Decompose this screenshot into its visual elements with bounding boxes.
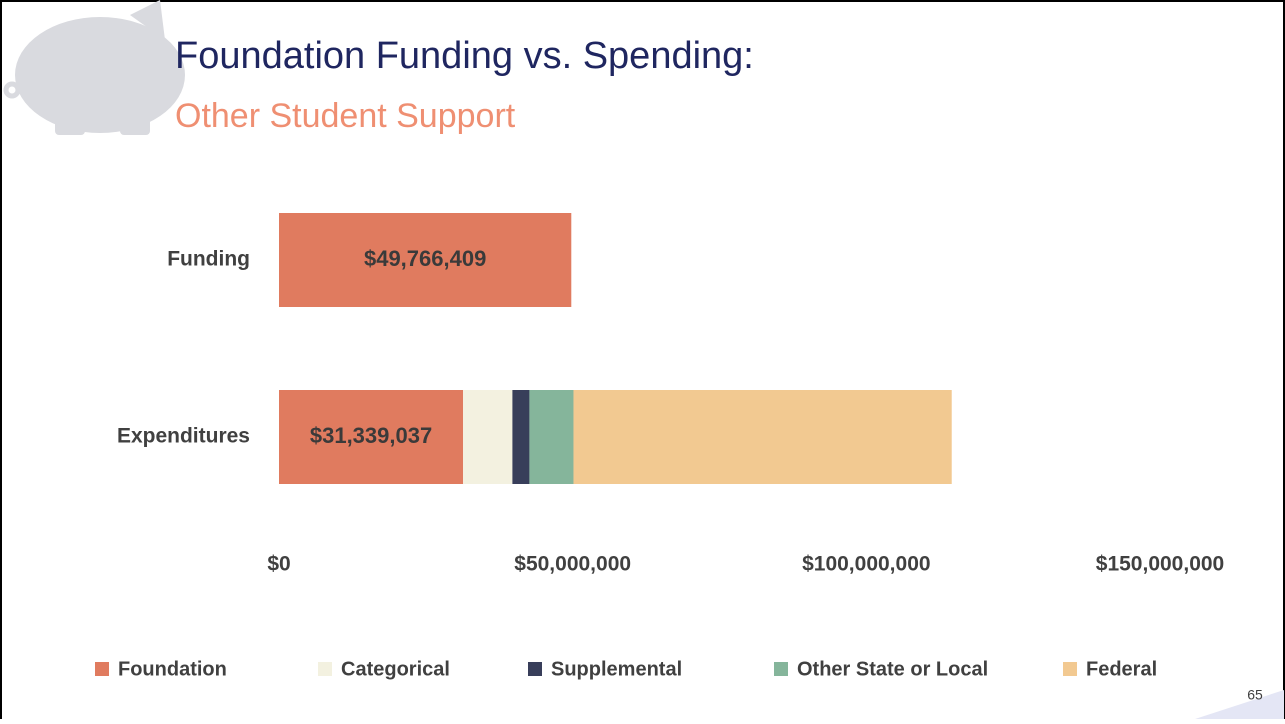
legend-label: Federal [1086, 658, 1157, 680]
bar-segment [279, 390, 464, 484]
subtitle: Other Student Support [175, 97, 516, 135]
bar-segment [463, 390, 513, 484]
legend-label: Supplemental [551, 658, 682, 680]
bar-segment [279, 213, 572, 307]
category-label: Funding [167, 248, 250, 271]
bar-segment [573, 390, 952, 484]
legend-swatch [1063, 662, 1077, 676]
legend-swatch [528, 662, 542, 676]
x-tick-label: $100,000,000 [802, 553, 930, 576]
title: Foundation Funding vs. Spending: [175, 35, 754, 77]
x-tick-label: $0 [267, 553, 290, 576]
bar-segment [529, 390, 574, 484]
x-tick-label: $150,000,000 [1096, 553, 1224, 576]
x-tick-label: $50,000,000 [514, 553, 631, 576]
data-label: $31,339,037 [310, 423, 432, 448]
category-label: Expenditures [117, 425, 250, 448]
legend-swatch [95, 662, 109, 676]
data-label: $49,766,409 [364, 246, 486, 271]
legend-label: Categorical [341, 658, 450, 680]
corner-decoration [1195, 690, 1284, 719]
bar-segment [512, 390, 530, 484]
piggy-icon [3, 0, 185, 135]
legend-label: Foundation [118, 658, 227, 680]
legend-swatch [774, 662, 788, 676]
legend-label: Other State or Local [797, 658, 988, 680]
legend-swatch [318, 662, 332, 676]
page-number: 65 [1247, 687, 1263, 703]
